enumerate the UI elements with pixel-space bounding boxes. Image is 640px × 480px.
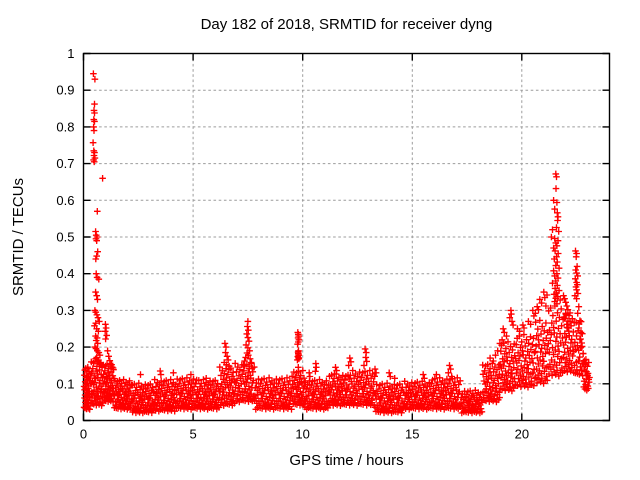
y-tick-label: 0.3	[56, 303, 74, 318]
y-tick-label: 0.8	[56, 119, 74, 134]
y-tick-label: 0.7	[56, 156, 74, 171]
y-tick-label: 0	[67, 413, 74, 428]
x-tick-label: 0	[80, 427, 87, 442]
y-tick-label: 0.1	[56, 376, 74, 391]
x-tick-label: 10	[295, 427, 309, 442]
grid-lines	[83, 53, 610, 421]
y-tick-label: 0.5	[56, 230, 74, 245]
y-tick-label: 0.6	[56, 193, 74, 208]
x-tick-label: 5	[189, 427, 196, 442]
chart-title: Day 182 of 2018, SRMTID for receiver dyn…	[200, 16, 493, 33]
y-tick-label: 0.2	[56, 340, 74, 355]
data-points	[80, 70, 593, 417]
y-axis-label: SRMTID / TECUs	[10, 177, 27, 297]
y-tick-label: 0.4	[56, 266, 74, 281]
y-tick-label: 1	[67, 46, 74, 61]
x-axis-label: GPS time / hours	[289, 452, 404, 469]
plot-border	[82, 52, 611, 422]
x-tick-label: 20	[515, 427, 529, 442]
x-tick-label: 15	[405, 427, 419, 442]
y-tick-label: 0.9	[56, 83, 74, 98]
